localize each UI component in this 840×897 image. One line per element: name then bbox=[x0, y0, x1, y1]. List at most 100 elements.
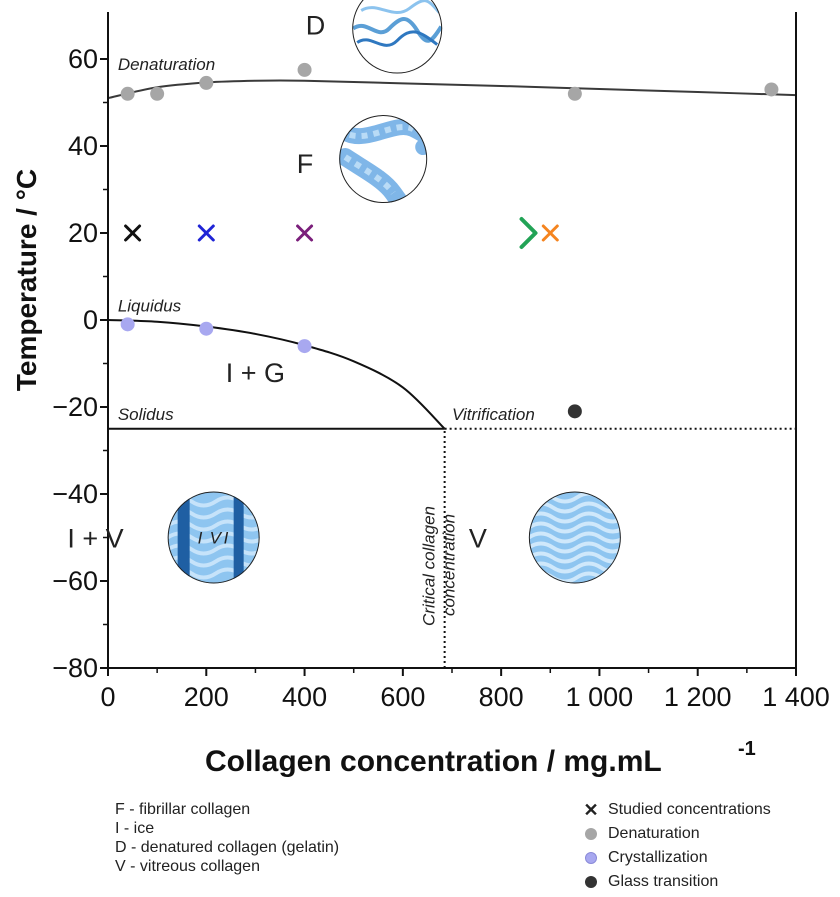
x-axis-title-superscript: -1 bbox=[738, 738, 756, 760]
legend-label-denaturation: Denaturation bbox=[608, 825, 700, 842]
x-tick-label: 1 400 bbox=[762, 682, 830, 712]
fibril bbox=[339, 148, 417, 204]
ice-letter-right: I bbox=[224, 529, 229, 548]
abbreviation-legend: F - fibrillar collagen I - ice D - denat… bbox=[115, 800, 339, 876]
denaturation-curve bbox=[108, 79, 797, 100]
cross-stroke bbox=[541, 224, 559, 242]
coil-strand bbox=[360, 0, 441, 14]
y-tick-label: −60 bbox=[52, 566, 98, 596]
y-tick-label: −80 bbox=[52, 653, 98, 683]
inset-outline bbox=[167, 491, 260, 584]
critical-label-line1: Critical collagen bbox=[420, 506, 439, 626]
inset-fibrils bbox=[339, 115, 428, 204]
critical-label-line2: concentration bbox=[440, 514, 459, 616]
legend-item-glass: Glass transition bbox=[580, 870, 771, 894]
legend-abbrev-fibrillar: F - fibrillar collagen bbox=[115, 801, 251, 818]
vitrification-line-label: Vitrification bbox=[452, 405, 535, 424]
liquidus-line-label: Liquidus bbox=[118, 296, 182, 315]
fibril-band bbox=[339, 124, 415, 139]
studied-concentration-marker bbox=[541, 224, 559, 242]
legend-item-denaturation: Denaturation bbox=[580, 822, 771, 846]
studied-concentration-marker bbox=[124, 224, 142, 242]
y-tick-label: 20 bbox=[68, 218, 98, 248]
inset-outline bbox=[339, 115, 428, 204]
region-label-d: D bbox=[306, 11, 326, 41]
wave-band bbox=[528, 501, 621, 514]
wave-band bbox=[528, 541, 621, 554]
studied-concentration-marker bbox=[197, 224, 215, 242]
region-label-i-g: I + G bbox=[226, 358, 285, 388]
x-tick-label: 0 bbox=[100, 682, 115, 712]
lavender-dot-icon bbox=[580, 852, 602, 864]
cross-stroke bbox=[124, 224, 142, 242]
y-tick-label: −40 bbox=[52, 479, 98, 509]
cross-stroke bbox=[197, 224, 215, 242]
gray-dot-icon bbox=[580, 828, 602, 840]
coil-strand bbox=[352, 17, 443, 43]
x-tick-label: 200 bbox=[184, 682, 229, 712]
ice-letter-left: I bbox=[198, 529, 203, 548]
legend-abbrev-vitreous: V - vitreous collagen bbox=[115, 858, 260, 875]
x-tick-label: 400 bbox=[282, 682, 327, 712]
x-axis-title: Collagen concentration / mg.mL bbox=[205, 745, 662, 778]
ice-band bbox=[233, 491, 244, 584]
legend-label-studied: Studied concentrations bbox=[608, 801, 771, 818]
denaturation-point bbox=[120, 86, 135, 101]
y-tick-label: −20 bbox=[52, 392, 98, 422]
denaturation-point bbox=[150, 86, 165, 101]
legend-item-crystallization: Crystallization bbox=[580, 846, 771, 870]
fibril-band bbox=[343, 154, 396, 195]
region-label-i-v: I + V bbox=[67, 524, 123, 554]
x-tick-label: 1 200 bbox=[664, 682, 732, 712]
studied-concentration-marker bbox=[296, 224, 314, 242]
solidus-line-label: Solidus bbox=[118, 405, 174, 424]
wave-band bbox=[528, 511, 621, 524]
glass-transition-point bbox=[567, 404, 582, 419]
x-tick-label: 600 bbox=[380, 682, 425, 712]
inset-denatured-coil bbox=[352, 0, 443, 74]
legend-item-studied: ✕ Studied concentrations bbox=[580, 798, 771, 822]
denaturation-point bbox=[297, 62, 312, 77]
wave-band bbox=[528, 531, 621, 544]
crystallization-point bbox=[120, 317, 135, 332]
wave-band bbox=[528, 551, 621, 564]
denaturation-line-label: Denaturation bbox=[118, 55, 215, 74]
ice-vitreous-drawing bbox=[167, 491, 260, 584]
vitreous-letter: V bbox=[210, 529, 223, 548]
inset-outline bbox=[352, 0, 443, 74]
y-tick-label: 0 bbox=[83, 305, 98, 335]
inset-background bbox=[352, 0, 443, 74]
dark-dot-icon bbox=[580, 876, 602, 888]
x-tick-label: 800 bbox=[479, 682, 524, 712]
fibril-drawing bbox=[339, 115, 428, 204]
concentration-arrow-head bbox=[519, 217, 538, 249]
crystallization-point bbox=[297, 339, 312, 354]
crystallization-point bbox=[199, 321, 214, 336]
critical-concentration-label: Critical collagen concentration bbox=[420, 506, 459, 626]
region-label-f: F bbox=[297, 149, 314, 179]
region-label-v: V bbox=[469, 524, 487, 554]
x-tick-label: 1 000 bbox=[566, 682, 634, 712]
inset-outline bbox=[528, 491, 621, 584]
wave-band bbox=[528, 521, 621, 534]
denaturation-point bbox=[764, 82, 779, 97]
coil-strand bbox=[356, 30, 439, 47]
denatured-coil-drawing bbox=[352, 0, 443, 74]
denaturation-point bbox=[567, 86, 582, 101]
legend-label-crystallization: Crystallization bbox=[608, 849, 708, 866]
cross-stroke bbox=[296, 224, 314, 242]
legend-abbrev-ice: I - ice bbox=[115, 820, 155, 837]
vitreous-drawing bbox=[528, 491, 621, 584]
y-axis-title: Temperature / °C bbox=[11, 169, 42, 391]
liquidus-curve bbox=[108, 319, 446, 430]
y-tick-label: 40 bbox=[68, 131, 98, 161]
legend-label-glass: Glass transition bbox=[608, 873, 719, 890]
legend-abbrev-denatured: D - denatured collagen (gelatin) bbox=[115, 839, 340, 856]
cross-icon: ✕ bbox=[583, 800, 599, 820]
inset-vitreous bbox=[528, 491, 621, 584]
denaturation-point bbox=[199, 75, 214, 90]
y-tick-label: 60 bbox=[68, 44, 98, 74]
symbol-legend: ✕ Studied concentrations Denaturation Cr… bbox=[580, 798, 771, 894]
